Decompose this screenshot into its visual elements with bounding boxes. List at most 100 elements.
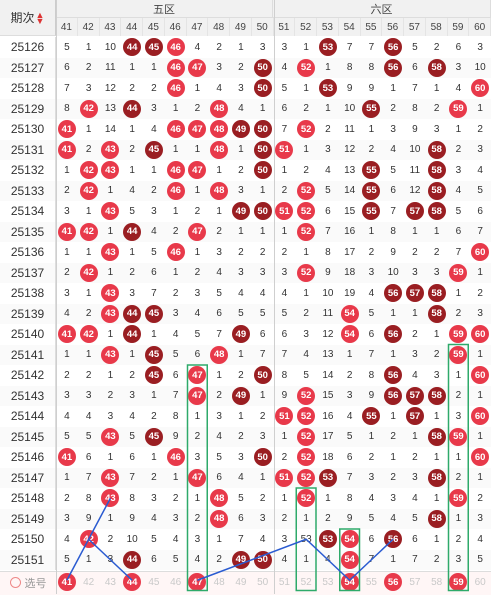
- pick-number[interactable]: 52: [300, 576, 312, 588]
- miss-count: 1: [172, 472, 179, 484]
- miss-count: 2: [129, 82, 135, 94]
- miss-count: 2: [433, 349, 440, 361]
- miss-count: 2: [281, 246, 288, 258]
- miss-count: 9: [346, 82, 353, 94]
- miss-count: 1: [325, 103, 331, 115]
- period-column-header[interactable]: 期次 ▲ ▼: [0, 0, 56, 36]
- miss-count: 5: [412, 41, 418, 53]
- drawn-number-ball: 58: [427, 427, 446, 446]
- column-header: 57: [404, 18, 426, 36]
- miss-count: 5: [238, 492, 244, 504]
- miss-count: 2: [216, 41, 222, 53]
- pick-number[interactable]: 43: [104, 576, 116, 588]
- drawn-number-ball: 55: [362, 161, 381, 180]
- miss-count: 6: [238, 513, 244, 525]
- period-number: 25127: [0, 57, 56, 78]
- sort-icon[interactable]: ▲ ▼: [35, 9, 45, 26]
- drawn-number-ball: 53: [318, 468, 337, 487]
- drawn-number-ball: 58: [427, 202, 446, 221]
- pick-number[interactable]: 53: [322, 576, 334, 588]
- radio-icon[interactable]: [9, 577, 21, 588]
- pick-number[interactable]: 50: [257, 576, 269, 588]
- pick-number[interactable]: 55: [365, 576, 377, 588]
- miss-count: 14: [344, 185, 356, 197]
- miss-count: 1: [85, 205, 92, 217]
- miss-count: 2: [303, 164, 309, 176]
- miss-count: 5: [325, 185, 331, 197]
- drawn-number-ball: 52: [297, 181, 316, 200]
- miss-count: 5: [194, 328, 201, 340]
- miss-count: 7: [281, 123, 288, 135]
- drawn-number-ball: 58: [427, 509, 446, 528]
- pick-number[interactable]: 51: [278, 576, 290, 588]
- miss-count: 2: [368, 451, 375, 463]
- drawn-number-ball: 43: [101, 345, 120, 364]
- pick-number[interactable]: 42: [83, 576, 95, 588]
- miss-count: 4: [194, 41, 201, 53]
- selected-number-ball[interactable]: 41: [57, 573, 76, 591]
- miss-count: 10: [126, 533, 138, 545]
- pick-number[interactable]: 48: [213, 576, 225, 588]
- miss-count: 4: [477, 533, 483, 545]
- pick-number[interactable]: 49: [235, 576, 247, 588]
- miss-count: 2: [107, 390, 114, 402]
- pick-number[interactable]: 58: [431, 576, 443, 588]
- miss-count: 3: [194, 287, 201, 299]
- miss-count: 1: [64, 246, 70, 258]
- miss-count: 2: [151, 185, 157, 197]
- table-row: [0, 365, 491, 386]
- miss-count: 18: [322, 451, 334, 463]
- table-row: [0, 467, 491, 488]
- miss-count: 6: [85, 451, 92, 463]
- miss-count: 7: [455, 246, 462, 258]
- pick-number[interactable]: 60: [474, 576, 486, 588]
- miss-count: 1: [216, 533, 222, 545]
- miss-count: 7: [259, 349, 266, 361]
- miss-count: 3: [390, 123, 396, 135]
- drawn-number-ball: 42: [79, 222, 98, 241]
- miss-count: 5: [368, 308, 375, 320]
- miss-count: 5: [172, 554, 179, 566]
- miss-count: 7: [85, 472, 92, 484]
- selected-number-ball[interactable]: 54: [340, 573, 359, 591]
- miss-count: 5: [64, 431, 70, 443]
- miss-count: 1: [303, 144, 309, 156]
- miss-count: 5: [455, 205, 462, 217]
- miss-count: 4: [238, 103, 244, 115]
- miss-count: 2: [151, 472, 157, 484]
- miss-count: 1: [259, 472, 266, 484]
- miss-count: 1: [433, 492, 440, 504]
- period-number: 25136: [0, 242, 56, 263]
- miss-count: 5: [238, 308, 244, 320]
- miss-count: 4: [346, 410, 353, 422]
- miss-count: 9: [412, 123, 418, 135]
- miss-count: 10: [387, 267, 399, 279]
- miss-count: 3: [129, 390, 135, 402]
- miss-count: 4: [455, 82, 462, 94]
- miss-count: 5: [64, 41, 70, 53]
- miss-count: 6: [325, 205, 331, 217]
- miss-count: 2: [151, 82, 157, 94]
- miss-count: 1: [477, 103, 483, 115]
- selected-number-ball[interactable]: 44: [123, 573, 142, 591]
- drawn-number-ball: 57: [405, 202, 424, 221]
- column-header: 47: [186, 18, 209, 36]
- miss-count: 3: [238, 82, 244, 94]
- selected-number-ball[interactable]: 56: [384, 573, 403, 591]
- miss-count: 1: [281, 492, 288, 504]
- miss-count: 1: [194, 185, 201, 197]
- miss-count: 1: [390, 451, 396, 463]
- miss-count: 1: [64, 164, 70, 176]
- drawn-number-ball: 45: [144, 304, 163, 323]
- miss-count: 3: [151, 205, 157, 217]
- miss-count: 4: [238, 287, 244, 299]
- period-label: 期次: [10, 11, 35, 25]
- pick-number[interactable]: 45: [148, 576, 160, 588]
- miss-count: 4: [172, 533, 179, 545]
- pick-number[interactable]: 46: [170, 576, 182, 588]
- miss-count: 7: [325, 226, 331, 238]
- drawn-number-ball: 52: [297, 407, 316, 426]
- miss-count: 2: [412, 328, 418, 340]
- pick-number[interactable]: 57: [409, 576, 421, 588]
- drawn-number-ball: 59: [449, 325, 468, 344]
